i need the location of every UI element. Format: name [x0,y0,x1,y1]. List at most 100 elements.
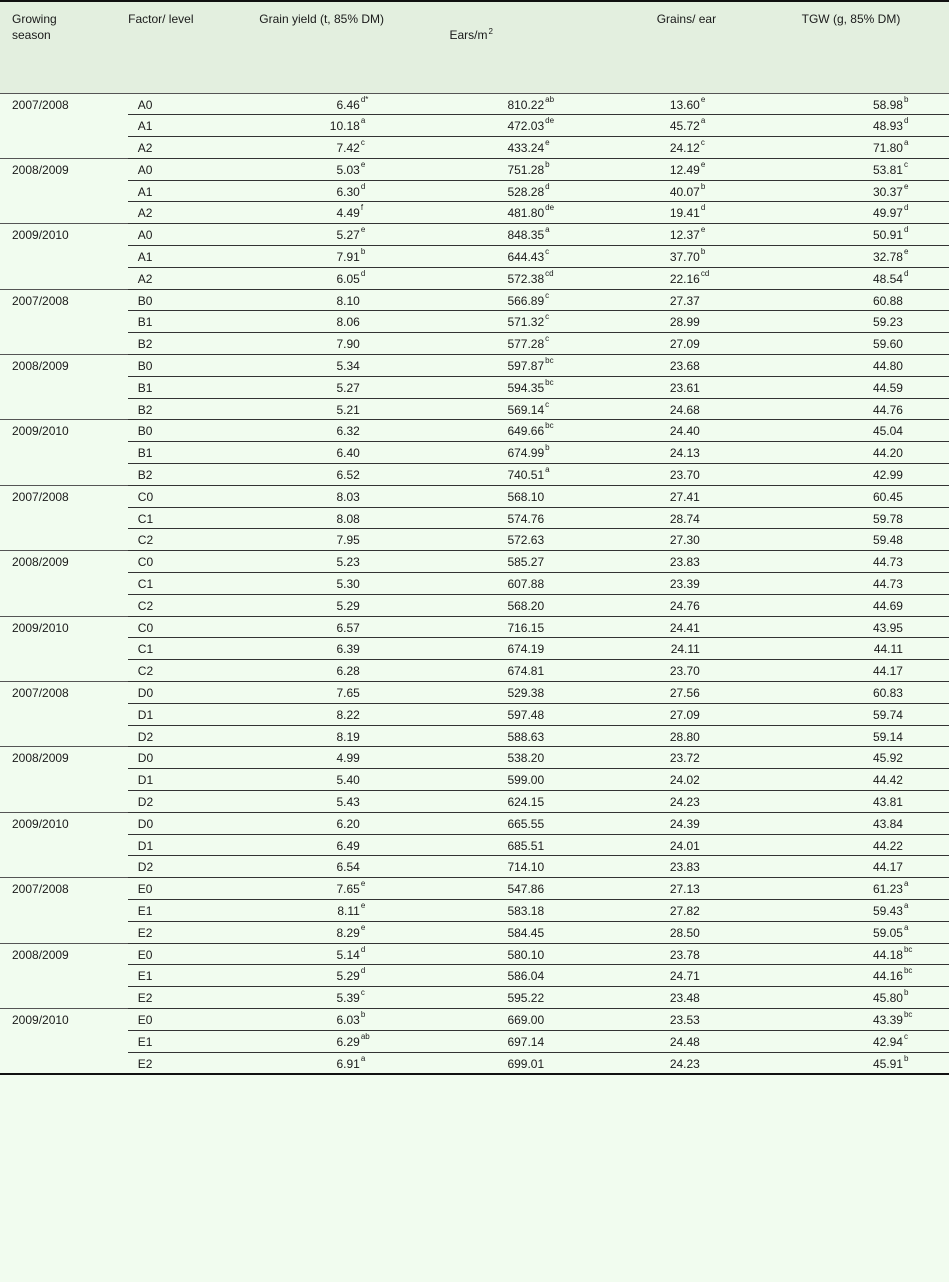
value: 24.39 [669,816,700,831]
table-row: E2 6.91a 699.01 24.23 45.91b [0,1051,949,1074]
grains-per-ear-cell: 13.60e [620,93,753,115]
significance-letter: a [903,138,909,148]
grains-per-ear-cell: 27.13 [619,877,753,900]
value: 28.50 [669,925,700,940]
tgw-cell: 44.42 [752,768,949,791]
grains-per-ear-cell: 24.40 [619,419,753,442]
tgw-cell: 71.80a [752,136,949,159]
factor-level-cell: D1 [127,833,194,856]
grain-yield-cell: 6.39 [193,637,450,660]
factor-level-cell: C2 [127,528,194,551]
value: 23.72 [669,751,700,766]
value: 44.42 [872,773,903,788]
value: 59.14 [872,729,903,744]
significance-letter: bc [545,421,554,431]
value: 44.11 [873,642,903,657]
tgw-cell: 59.78 [752,506,949,529]
value: 44.16 [872,969,903,984]
value: 59.74 [872,707,903,722]
growing-season-cell: 2009/2010 [0,811,128,878]
value: 44.69 [872,598,903,613]
value: 27.56 [669,686,700,701]
value: 23.83 [669,860,700,875]
table-row: C2 5.29 568.20 24.76 44.69 [0,593,949,617]
grains-per-ear-cell: 24.39 [619,811,753,835]
tgw-cell: 45.80b [752,986,949,1009]
significance-letter: b [545,443,550,453]
significance-letter: c [903,1031,908,1041]
value: 53.81 [872,162,903,177]
factor-level-cell: E1 [127,964,194,987]
value: 24.02 [669,773,700,788]
table-row: C2 7.95 572.63 27.30 59.48 [0,528,949,551]
value: 5.23 [336,555,360,570]
factor-level-cell: A0 [127,223,194,246]
value: 4.99 [336,751,360,766]
header-ears-label: Ears/m [449,28,488,42]
value: 27.13 [669,882,700,897]
significance-letter: b [903,988,909,998]
table-row: B2 5.21 569.14c 24.68 44.76 [0,397,949,420]
value: 481.80 [507,206,545,221]
value: 50.91 [872,228,903,243]
significance-letter: b [700,247,706,257]
factor-level-cell: B2 [127,332,194,355]
value: 586.04 [507,969,545,984]
grains-per-ear-cell: 27.09 [619,332,753,355]
value: 584.45 [507,925,545,940]
significance-letter: c [545,247,550,257]
factor-level-cell: C1 [127,637,194,660]
value: 59.43 [872,903,903,918]
significance-letter: d [903,116,909,126]
ears-cell: 571.32c [449,310,620,333]
value: 8.19 [336,729,360,744]
ears-cell: 566.89c [449,288,620,311]
value: 6.40 [336,446,360,461]
value: 5.43 [336,795,360,809]
factor-level-cell: B0 [127,419,194,442]
grains-per-ear-cell: 28.99 [619,310,753,333]
value: 23.53 [669,1012,700,1027]
value: 7.65 [336,882,360,897]
factor-level-cell: B2 [127,397,194,420]
grains-per-ear-cell: 19.41d [619,201,753,224]
grains-per-ear-cell: 37.70b [619,245,753,268]
tgw-cell: 32.78e [752,245,949,268]
tgw-cell: 44.73 [752,572,949,595]
ears-cell: 699.01 [449,1051,620,1074]
value: 538.20 [507,751,545,766]
value: 44.17 [872,664,903,679]
significance-letter: e [545,138,550,148]
value: 595.22 [507,991,545,1006]
grain-yield-cell: 7.42c [193,136,450,159]
value: 59.05 [872,925,903,940]
ears-cell: 481.80de [449,201,620,224]
value: 61.23 [872,882,903,897]
table-row: A1 10.18a 472.03de 45.72a 48.93d [0,114,949,137]
value: 8.06 [336,315,360,330]
factor-level-cell: E2 [127,1051,194,1074]
grain-yield-cell: 5.30 [193,572,450,595]
value: 24.40 [669,424,700,439]
ears-cell: 597.48 [449,702,620,726]
value: 5.21 [336,402,360,417]
table-row: D2 5.43 624.15 24.23 43.81 [0,790,949,813]
ears-cell: 433.24e [449,136,620,159]
significance-letter: c [545,399,550,409]
grain-yield-cell: 6.91a [193,1051,450,1074]
value: 45.91 [872,1056,903,1071]
value: 6.49 [336,838,360,853]
value: 45.92 [872,751,903,766]
factor-level-cell: C0 [127,484,194,508]
significance-letter: d [903,268,909,278]
factor-level-cell: A1 [127,245,194,268]
value: 27.41 [669,489,700,504]
table-row: B1 8.06 571.32c 28.99 59.23 [0,310,949,333]
value: 37.70 [669,250,700,265]
value: 24.01 [669,838,700,853]
value: 27.82 [669,903,700,918]
table-row: 2009/2010 D0 6.20 665.55 24.39 43.84 [0,811,949,878]
tgw-cell: 44.17 [752,855,949,878]
value: 716.15 [507,620,545,635]
value: 45.04 [872,424,903,439]
